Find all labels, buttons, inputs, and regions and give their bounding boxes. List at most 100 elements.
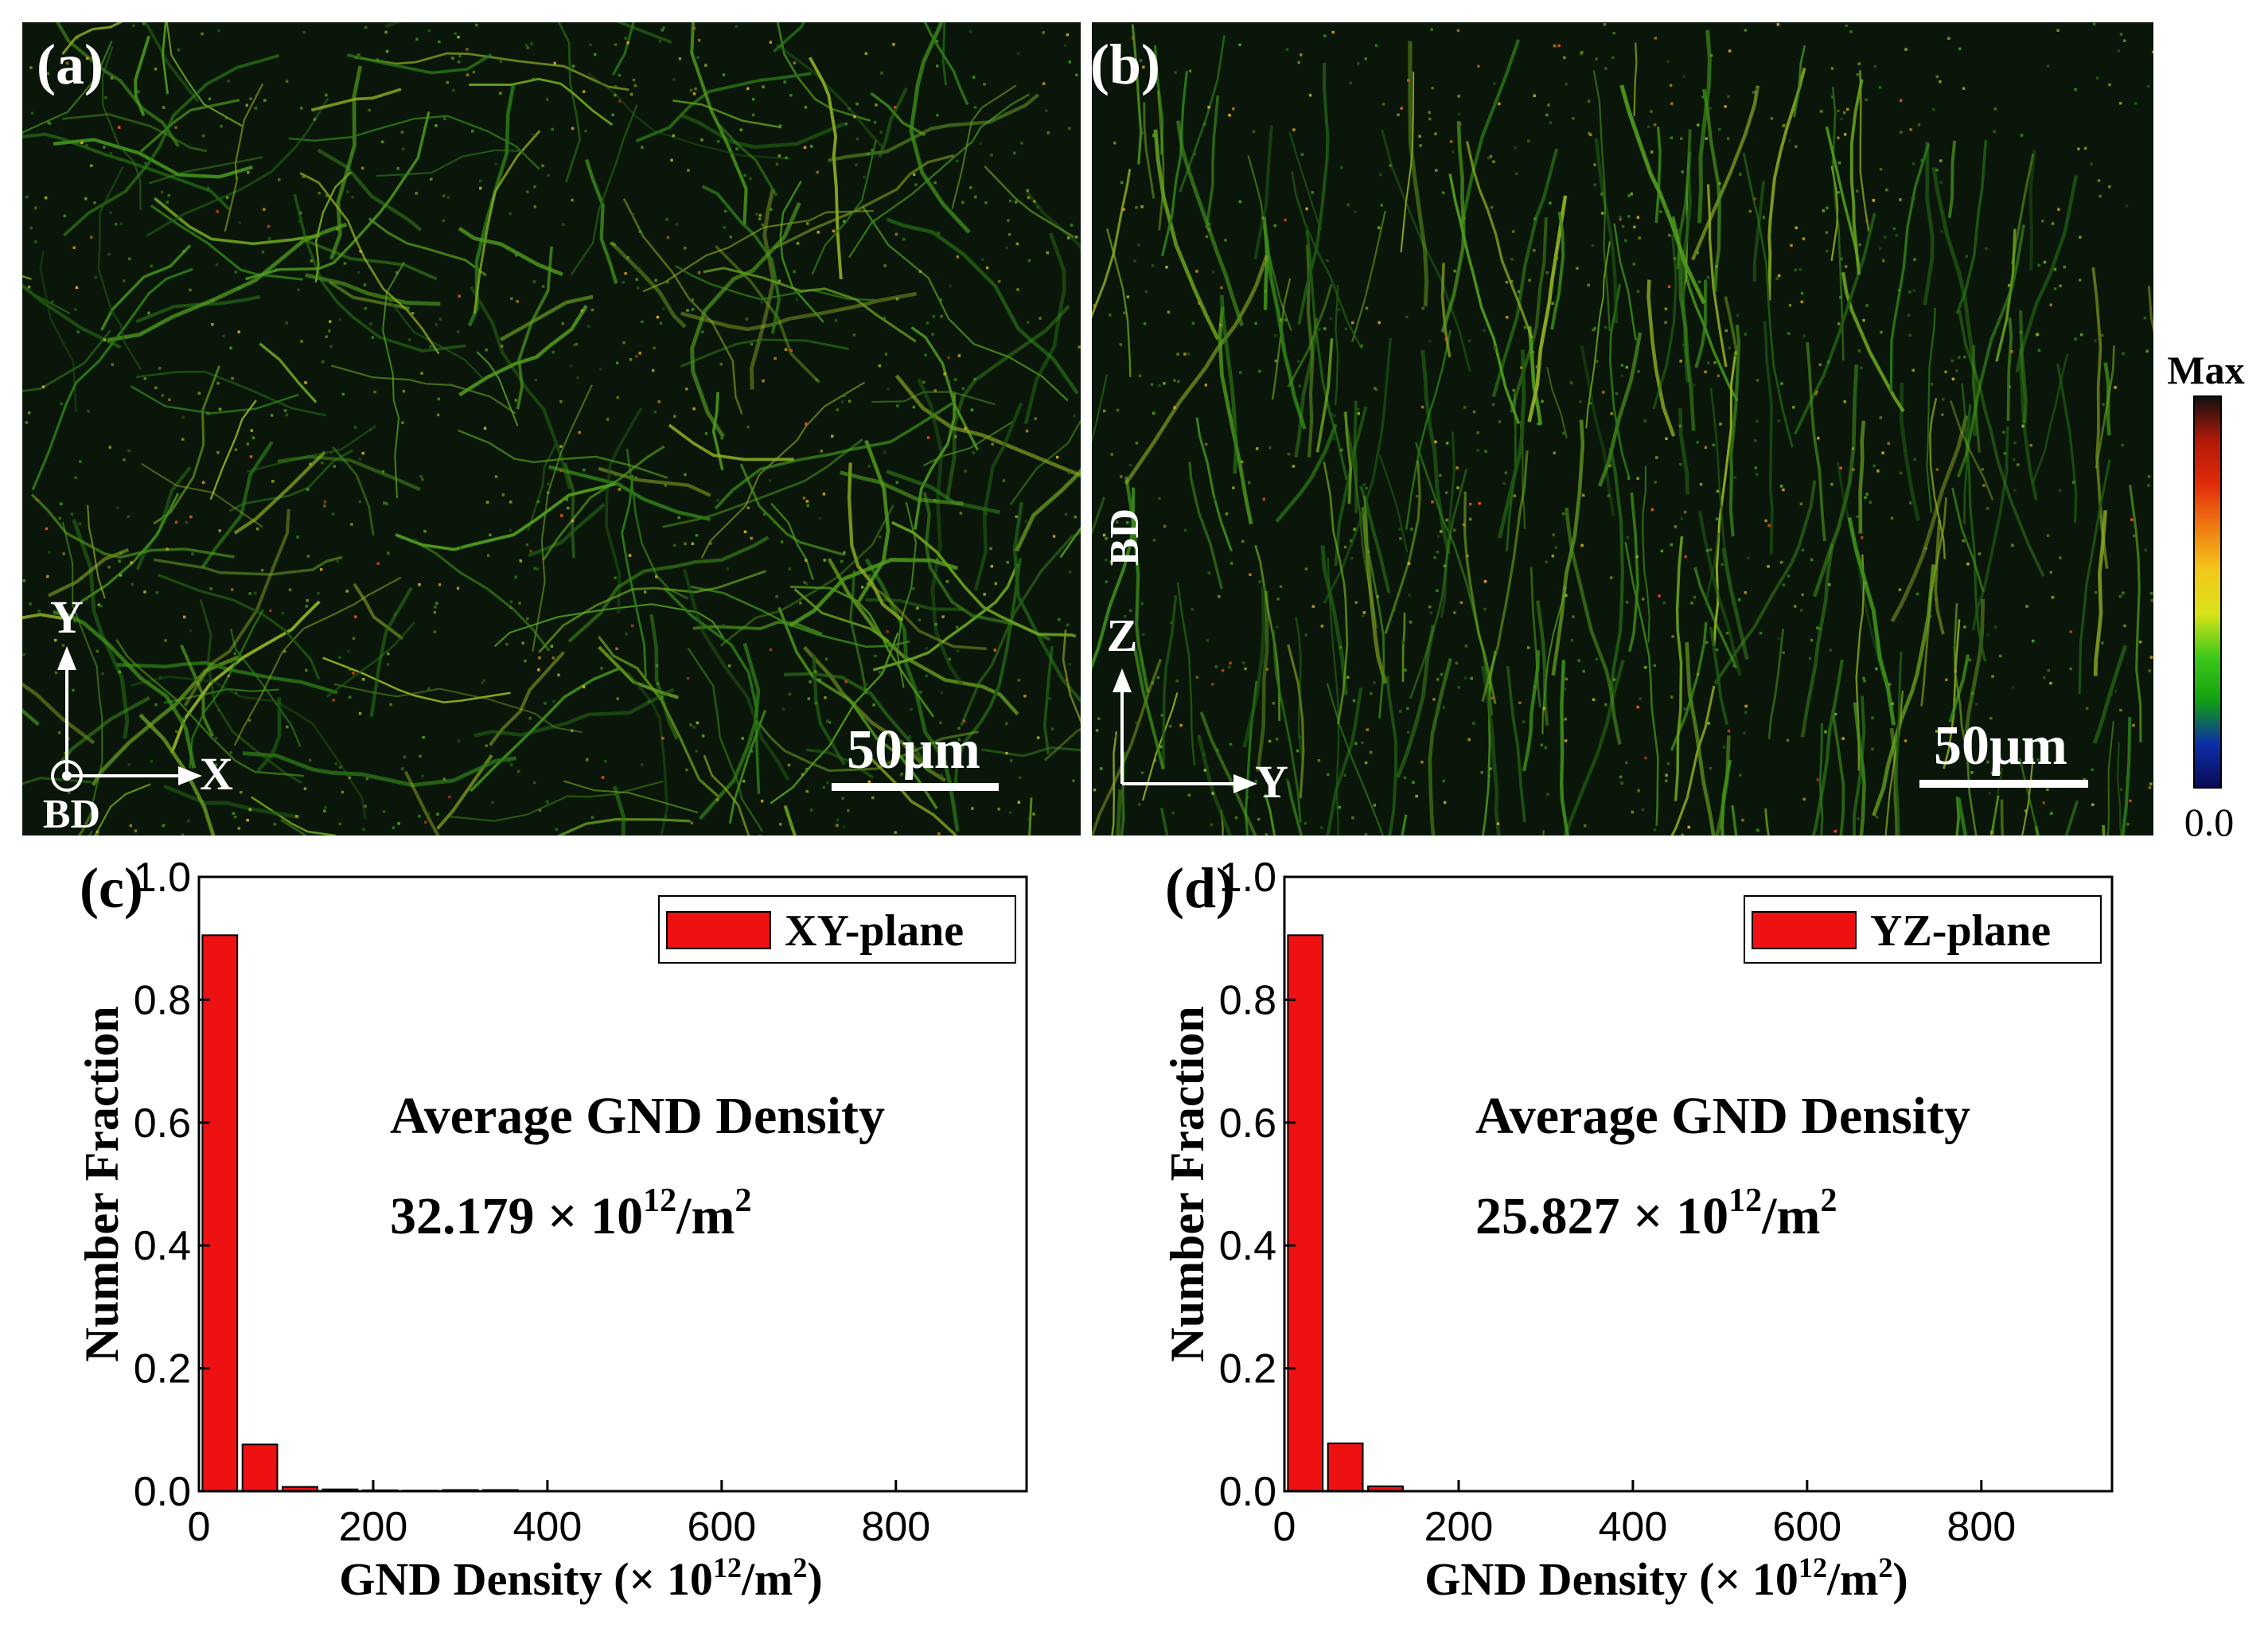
texture-dot	[2030, 158, 2034, 161]
texture-dot	[189, 288, 192, 292]
texture-dot	[1782, 488, 1785, 492]
texture-dot	[2097, 179, 2101, 182]
texture-dot	[1754, 439, 1757, 442]
texture-dot	[297, 288, 300, 292]
texture-dot	[785, 156, 788, 160]
texture-dot	[1514, 172, 1518, 176]
texture-dot	[150, 264, 153, 268]
texture-dot	[1712, 443, 1715, 446]
texture-dot	[1126, 295, 1130, 298]
texture-dot	[979, 142, 983, 145]
dislocation-line	[941, 22, 948, 86]
texture-dot	[1624, 239, 1627, 243]
axis-label-y-b: Y	[1255, 756, 1288, 808]
dislocation-line	[1852, 695, 1866, 836]
dislocation-line	[2092, 645, 2128, 744]
dislocation-line	[1585, 241, 1611, 429]
texture-dot	[1241, 539, 1245, 543]
texture-dot	[368, 108, 371, 112]
texture-dot	[1093, 788, 1097, 792]
legend-label: YZ-plane	[1870, 906, 2051, 956]
texture-dot	[2040, 737, 2044, 740]
dislocation-line	[703, 267, 917, 343]
texture-dot	[1985, 507, 1989, 510]
texture-dot	[633, 84, 637, 88]
texture-dot	[816, 231, 820, 234]
texture-dot	[1722, 746, 1726, 749]
texture-dot	[1256, 447, 1259, 450]
texture-dot	[57, 731, 61, 734]
dislocation-line	[1697, 510, 1742, 676]
dislocation-line	[201, 441, 274, 569]
texture-dot	[2079, 236, 2082, 239]
texture-dot	[27, 411, 31, 415]
texture-dot	[1861, 536, 1864, 539]
texture-dot	[1754, 466, 1757, 469]
dislocation-line	[39, 251, 77, 413]
texture-dot	[924, 353, 927, 357]
texture-dot	[364, 25, 368, 29]
y-tick-label: 1.0	[1219, 855, 1276, 901]
texture-dot	[1872, 199, 1876, 202]
texture-dot	[482, 679, 485, 682]
texture-dot	[1600, 212, 1604, 215]
dislocation-line	[538, 570, 766, 653]
dislocation-line	[984, 166, 1075, 238]
dislocation-line	[917, 378, 964, 686]
texture-dot	[925, 647, 928, 650]
texture-dot	[234, 271, 237, 274]
texture-dot	[436, 413, 440, 417]
texture-dot	[1140, 205, 1144, 208]
texture-dot	[1620, 364, 1624, 367]
texture-dot	[1195, 676, 1199, 679]
texture-dot	[1033, 200, 1036, 203]
dislocation-line	[1706, 184, 1728, 368]
texture-dot	[1142, 65, 1145, 69]
dislocation-line	[1701, 88, 1721, 292]
texture-dot	[60, 502, 63, 505]
texture-dot	[1670, 543, 1673, 547]
texture-dot	[310, 259, 314, 263]
texture-dot	[1551, 554, 1555, 558]
texture-dot	[1572, 615, 1575, 618]
texture-dot	[661, 29, 664, 32]
texture-dot	[240, 791, 243, 794]
texture-dot	[324, 806, 327, 809]
texture-dot	[1431, 501, 1434, 504]
texture-dot	[613, 243, 616, 247]
texture-dot	[303, 381, 307, 384]
texture-dot	[1744, 591, 1747, 594]
dislocation-line	[616, 22, 672, 44]
texture-dot	[1229, 661, 1232, 665]
texture-dot	[1045, 109, 1048, 112]
texture-dot	[1655, 456, 1658, 459]
dislocation-line	[789, 558, 959, 628]
texture-dot	[1830, 67, 1834, 70]
texture-dot	[328, 329, 331, 333]
texture-dot	[2053, 267, 2057, 271]
dislocation-line	[680, 338, 849, 368]
texture-dot	[46, 575, 49, 578]
texture-dot	[494, 162, 497, 166]
dislocation-line	[1297, 62, 1330, 325]
texture-dot	[1898, 588, 1902, 591]
dislocation-line	[146, 97, 329, 237]
texture-dot	[1191, 608, 1194, 611]
texture-dot	[168, 398, 171, 401]
texture-dot	[362, 678, 365, 681]
texture-dot	[989, 547, 992, 551]
texture-dot	[332, 699, 335, 702]
texture-dot	[181, 833, 185, 836]
texture-dot	[860, 586, 864, 589]
texture-dot	[457, 739, 461, 742]
dislocation-line	[1092, 169, 1132, 319]
texture-dot	[181, 438, 185, 441]
dislocation-line	[1752, 181, 1766, 282]
texture-dot	[349, 668, 352, 671]
dislocation-line	[1542, 830, 1545, 836]
texture-dot	[127, 515, 131, 519]
texture-dot	[345, 590, 349, 593]
texture-dot	[1684, 555, 1687, 559]
dislocation-line	[1287, 644, 1305, 799]
texture-dot	[806, 222, 809, 225]
